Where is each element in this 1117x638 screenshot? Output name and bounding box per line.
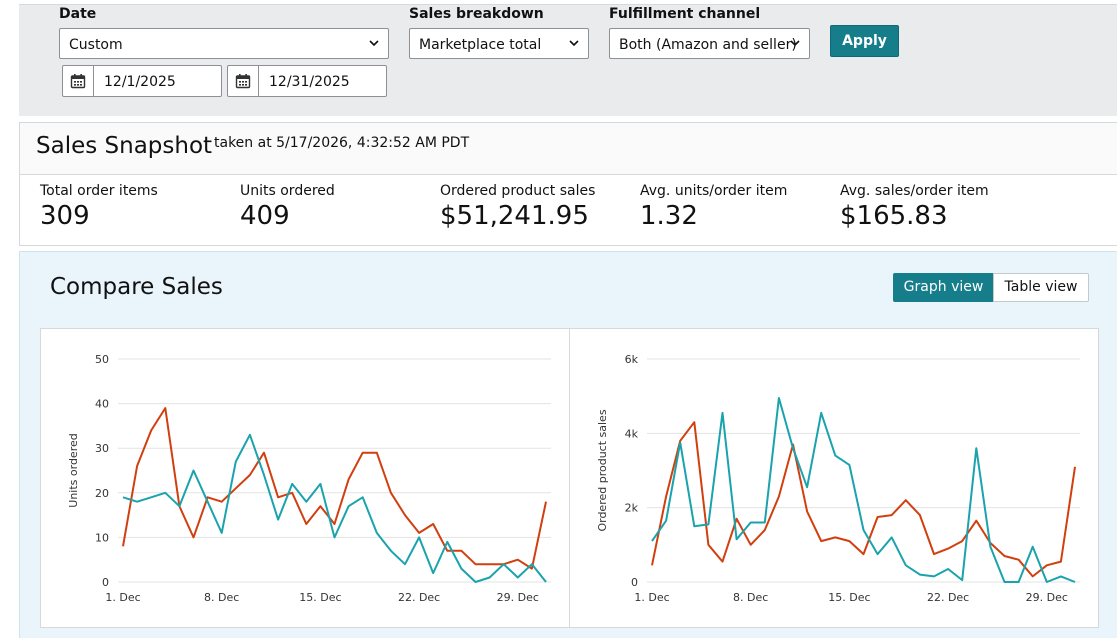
date-range-select[interactable]: Custom xyxy=(59,28,389,59)
metric-label-units-ordered: Units ordered xyxy=(240,183,335,199)
metric-value-avg-units: 1.32 xyxy=(640,201,698,231)
y-tick-label: 2k xyxy=(625,502,639,515)
sales-snapshot-panel: Sales Snapshot taken at 5/17/2026, 4:32:… xyxy=(19,122,1117,246)
graph-view-button[interactable]: Graph view xyxy=(893,273,994,302)
metric-value-avg-sales: $165.83 xyxy=(840,201,948,231)
y-axis-label: Ordered product sales xyxy=(596,409,609,531)
date-filter-label: Date xyxy=(59,6,97,22)
series-line-teal[interactable] xyxy=(651,397,1076,583)
x-tick-label: 8. Dec xyxy=(204,591,239,604)
x-tick-label: 8. Dec xyxy=(733,591,768,604)
metric-label-ordered-product-sales: Ordered product sales xyxy=(440,183,596,199)
table-view-button[interactable]: Table view xyxy=(993,273,1089,302)
chevron-down-icon xyxy=(569,40,579,47)
metric-label-avg-units: Avg. units/order item xyxy=(640,183,788,199)
y-tick-label: 0 xyxy=(631,576,638,589)
metric-label-total-order-items: Total order items xyxy=(40,183,158,199)
x-tick-label: 15. Dec xyxy=(828,591,870,604)
y-tick-label: 30 xyxy=(95,442,109,455)
x-tick-label: 22. Dec xyxy=(398,591,440,604)
chevron-down-icon xyxy=(790,40,800,47)
date-range-value: Custom xyxy=(69,37,123,53)
sales-breakdown-value: Marketplace total xyxy=(419,37,542,53)
fulfillment-channel-select[interactable]: Both (Amazon and seller) xyxy=(609,28,810,59)
compare-sales-title: Compare Sales xyxy=(50,274,223,300)
fulfillment-channel-value: Both (Amazon and seller) xyxy=(619,37,797,53)
series-line-teal[interactable] xyxy=(122,433,547,583)
series-line-red[interactable] xyxy=(122,407,547,570)
x-tick-label: 1. Dec xyxy=(634,591,669,604)
metric-label-avg-sales: Avg. sales/order item xyxy=(840,183,989,199)
start-date-value: 12/1/2025 xyxy=(104,74,176,90)
snapshot-header: Sales Snapshot taken at 5/17/2026, 4:32:… xyxy=(20,123,1117,175)
fulfillment-channel-label: Fulfillment channel xyxy=(609,6,761,22)
metric-value-total-order-items: 309 xyxy=(40,201,90,231)
snapshot-timestamp: taken at 5/17/2026, 4:32:52 AM PDT xyxy=(214,135,470,151)
y-tick-label: 4k xyxy=(625,427,639,440)
end-date-field[interactable]: 12/31/2025 xyxy=(227,65,387,97)
x-tick-label: 29. Dec xyxy=(1026,591,1068,604)
snapshot-title: Sales Snapshot xyxy=(36,133,213,159)
start-date-field[interactable]: 12/1/2025 xyxy=(62,65,222,97)
ordered-product-sales-chart: 0 2k 4k 6k Ordered product sales 1. Dec 8. Dec… xyxy=(596,353,1080,604)
series-line-red[interactable] xyxy=(651,421,1076,578)
x-tick-label: 1. Dec xyxy=(105,591,140,604)
y-tick-label: 10 xyxy=(95,531,109,544)
sales-breakdown-select[interactable]: Marketplace total xyxy=(409,28,589,59)
metric-value-units-ordered: 409 xyxy=(240,201,290,231)
y-tick-label: 40 xyxy=(95,398,109,411)
end-date-value: 12/31/2025 xyxy=(269,74,350,90)
x-tick-label: 22. Dec xyxy=(927,591,969,604)
x-tick-label: 29. Dec xyxy=(497,591,539,604)
chevron-down-icon xyxy=(369,40,379,47)
y-axis-label: Units ordered xyxy=(67,433,80,507)
y-tick-label: 6k xyxy=(625,353,639,366)
units-ordered-chart: 0 10 20 30 40 50 Units ordered 1. Dec 8. Dec 15. … xyxy=(67,353,551,604)
metric-value-ordered-product-sales: $51,241.95 xyxy=(440,201,589,231)
ordered-product-sales-chart-panel: 0 2k 4k 6k Ordered product sales 1. Dec 8. Dec… xyxy=(569,328,1099,628)
calendar-icon[interactable] xyxy=(228,66,259,96)
units-ordered-chart-panel: 0 10 20 30 40 50 Units ordered 1. Dec 8. Dec 15. … xyxy=(40,328,570,628)
sales-breakdown-label: Sales breakdown xyxy=(409,6,544,22)
calendar-icon[interactable] xyxy=(63,66,94,96)
y-tick-label: 0 xyxy=(102,576,109,589)
y-tick-label: 50 xyxy=(95,353,109,366)
compare-sales-panel: Compare Sales Graph view Table view 0 10 2… xyxy=(19,251,1117,638)
y-tick-label: 20 xyxy=(95,487,109,500)
apply-button[interactable]: Apply xyxy=(830,25,899,57)
filter-bar: Date Custom 12/1/2025 12/31/2025 Sales b… xyxy=(19,4,1117,116)
x-tick-label: 15. Dec xyxy=(299,591,341,604)
